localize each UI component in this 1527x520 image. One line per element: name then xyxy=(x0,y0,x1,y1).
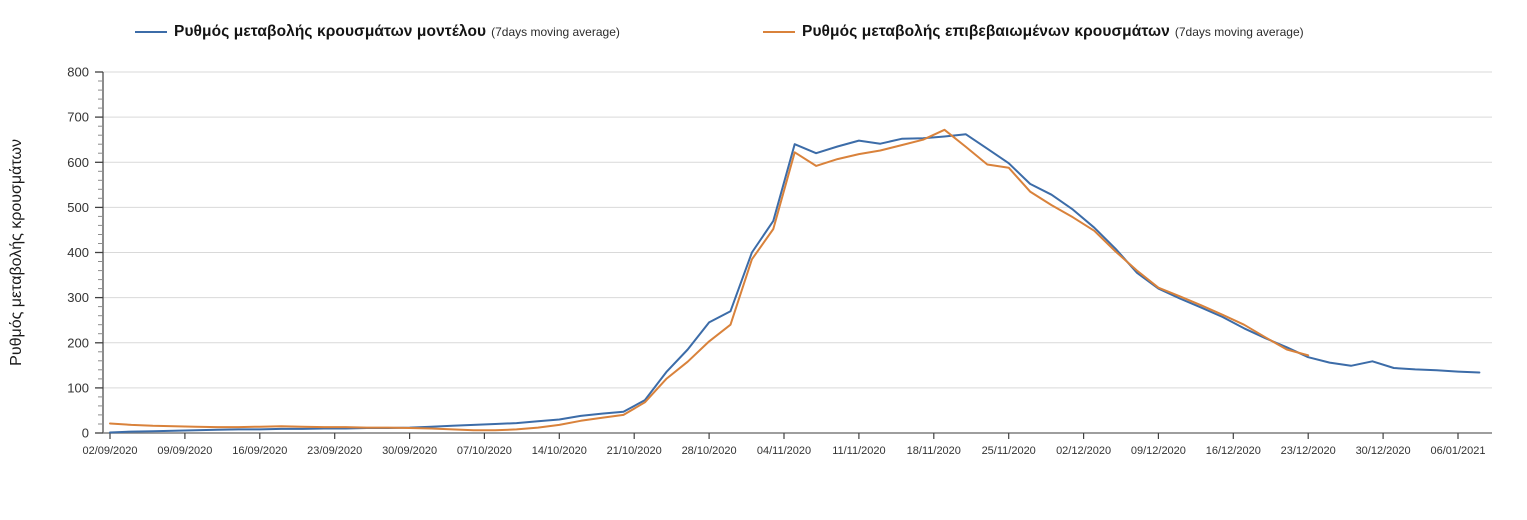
y-tick-label: 600 xyxy=(67,155,89,170)
legend-label-model: Ρυθμός μεταβολής κρουσμάτων μοντέλου xyxy=(174,23,487,40)
x-tick-label: 30/09/2020 xyxy=(382,445,437,457)
y-tick-label: 200 xyxy=(67,335,89,350)
legend-item-model: Ρυθμός μεταβολής κρουσμάτων μοντέλου (7d… xyxy=(135,23,620,41)
x-tick-label: 11/11/2020 xyxy=(832,445,885,457)
y-tick-label: 400 xyxy=(67,245,89,260)
series-line-confirmed xyxy=(109,128,1310,432)
x-tick-label: 23/12/2020 xyxy=(1281,445,1336,457)
x-tick-label: 16/09/2020 xyxy=(232,445,287,457)
y-tick-label: 500 xyxy=(67,200,89,215)
y-tick-label: 100 xyxy=(67,380,89,395)
gridlines xyxy=(103,71,1492,389)
y-tick-label: 300 xyxy=(67,290,89,305)
x-tick-label: 09/12/2020 xyxy=(1131,445,1186,457)
legend-item-confirmed: Ρυθμός μεταβολής επιβεβαιωμένων κρουσμάτ… xyxy=(763,23,1304,41)
x-tick-label: 25/11/2020 xyxy=(982,445,1036,457)
legend-suffix-confirmed: (7days moving average) xyxy=(1174,25,1304,39)
x-tick-label: 04/11/2020 xyxy=(757,445,811,457)
x-tick-label: 18/11/2020 xyxy=(907,445,961,457)
x-tick-label: 16/12/2020 xyxy=(1206,445,1261,457)
x-tick-label: 23/09/2020 xyxy=(307,445,362,457)
y-tick-label: 0 xyxy=(82,426,89,441)
x-axis: 02/09/2020 09/09/2020 16/09/2020 23/09/2020… xyxy=(82,433,1486,457)
x-tick-label: 09/09/2020 xyxy=(157,445,212,457)
y-tick-label: 800 xyxy=(67,65,89,80)
legend-suffix-model: (7days moving average) xyxy=(491,25,620,39)
x-tick-label: 28/10/2020 xyxy=(682,445,737,457)
model-line-swatch xyxy=(135,30,167,34)
x-tick-label: 02/09/2020 xyxy=(82,445,137,457)
series-line-model xyxy=(109,133,1481,434)
confirmed-line-swatch xyxy=(763,30,795,34)
y-axis: 0 100 200 300 400 500 600 700 800 xyxy=(67,65,103,441)
x-tick-label: 30/12/2020 xyxy=(1356,445,1411,457)
x-tick-label: 21/10/2020 xyxy=(607,445,662,457)
x-tick-label: 14/10/2020 xyxy=(532,445,587,457)
x-tick-label: 07/10/2020 xyxy=(457,445,512,457)
y-tick-label: 700 xyxy=(67,110,89,125)
x-tick-label: 02/12/2020 xyxy=(1056,445,1111,457)
legend-label-confirmed: Ρυθμός μεταβολής επιβεβαιωμένων κρουσμάτ… xyxy=(802,23,1170,40)
x-tick-label: 06/01/2021 xyxy=(1430,445,1485,457)
